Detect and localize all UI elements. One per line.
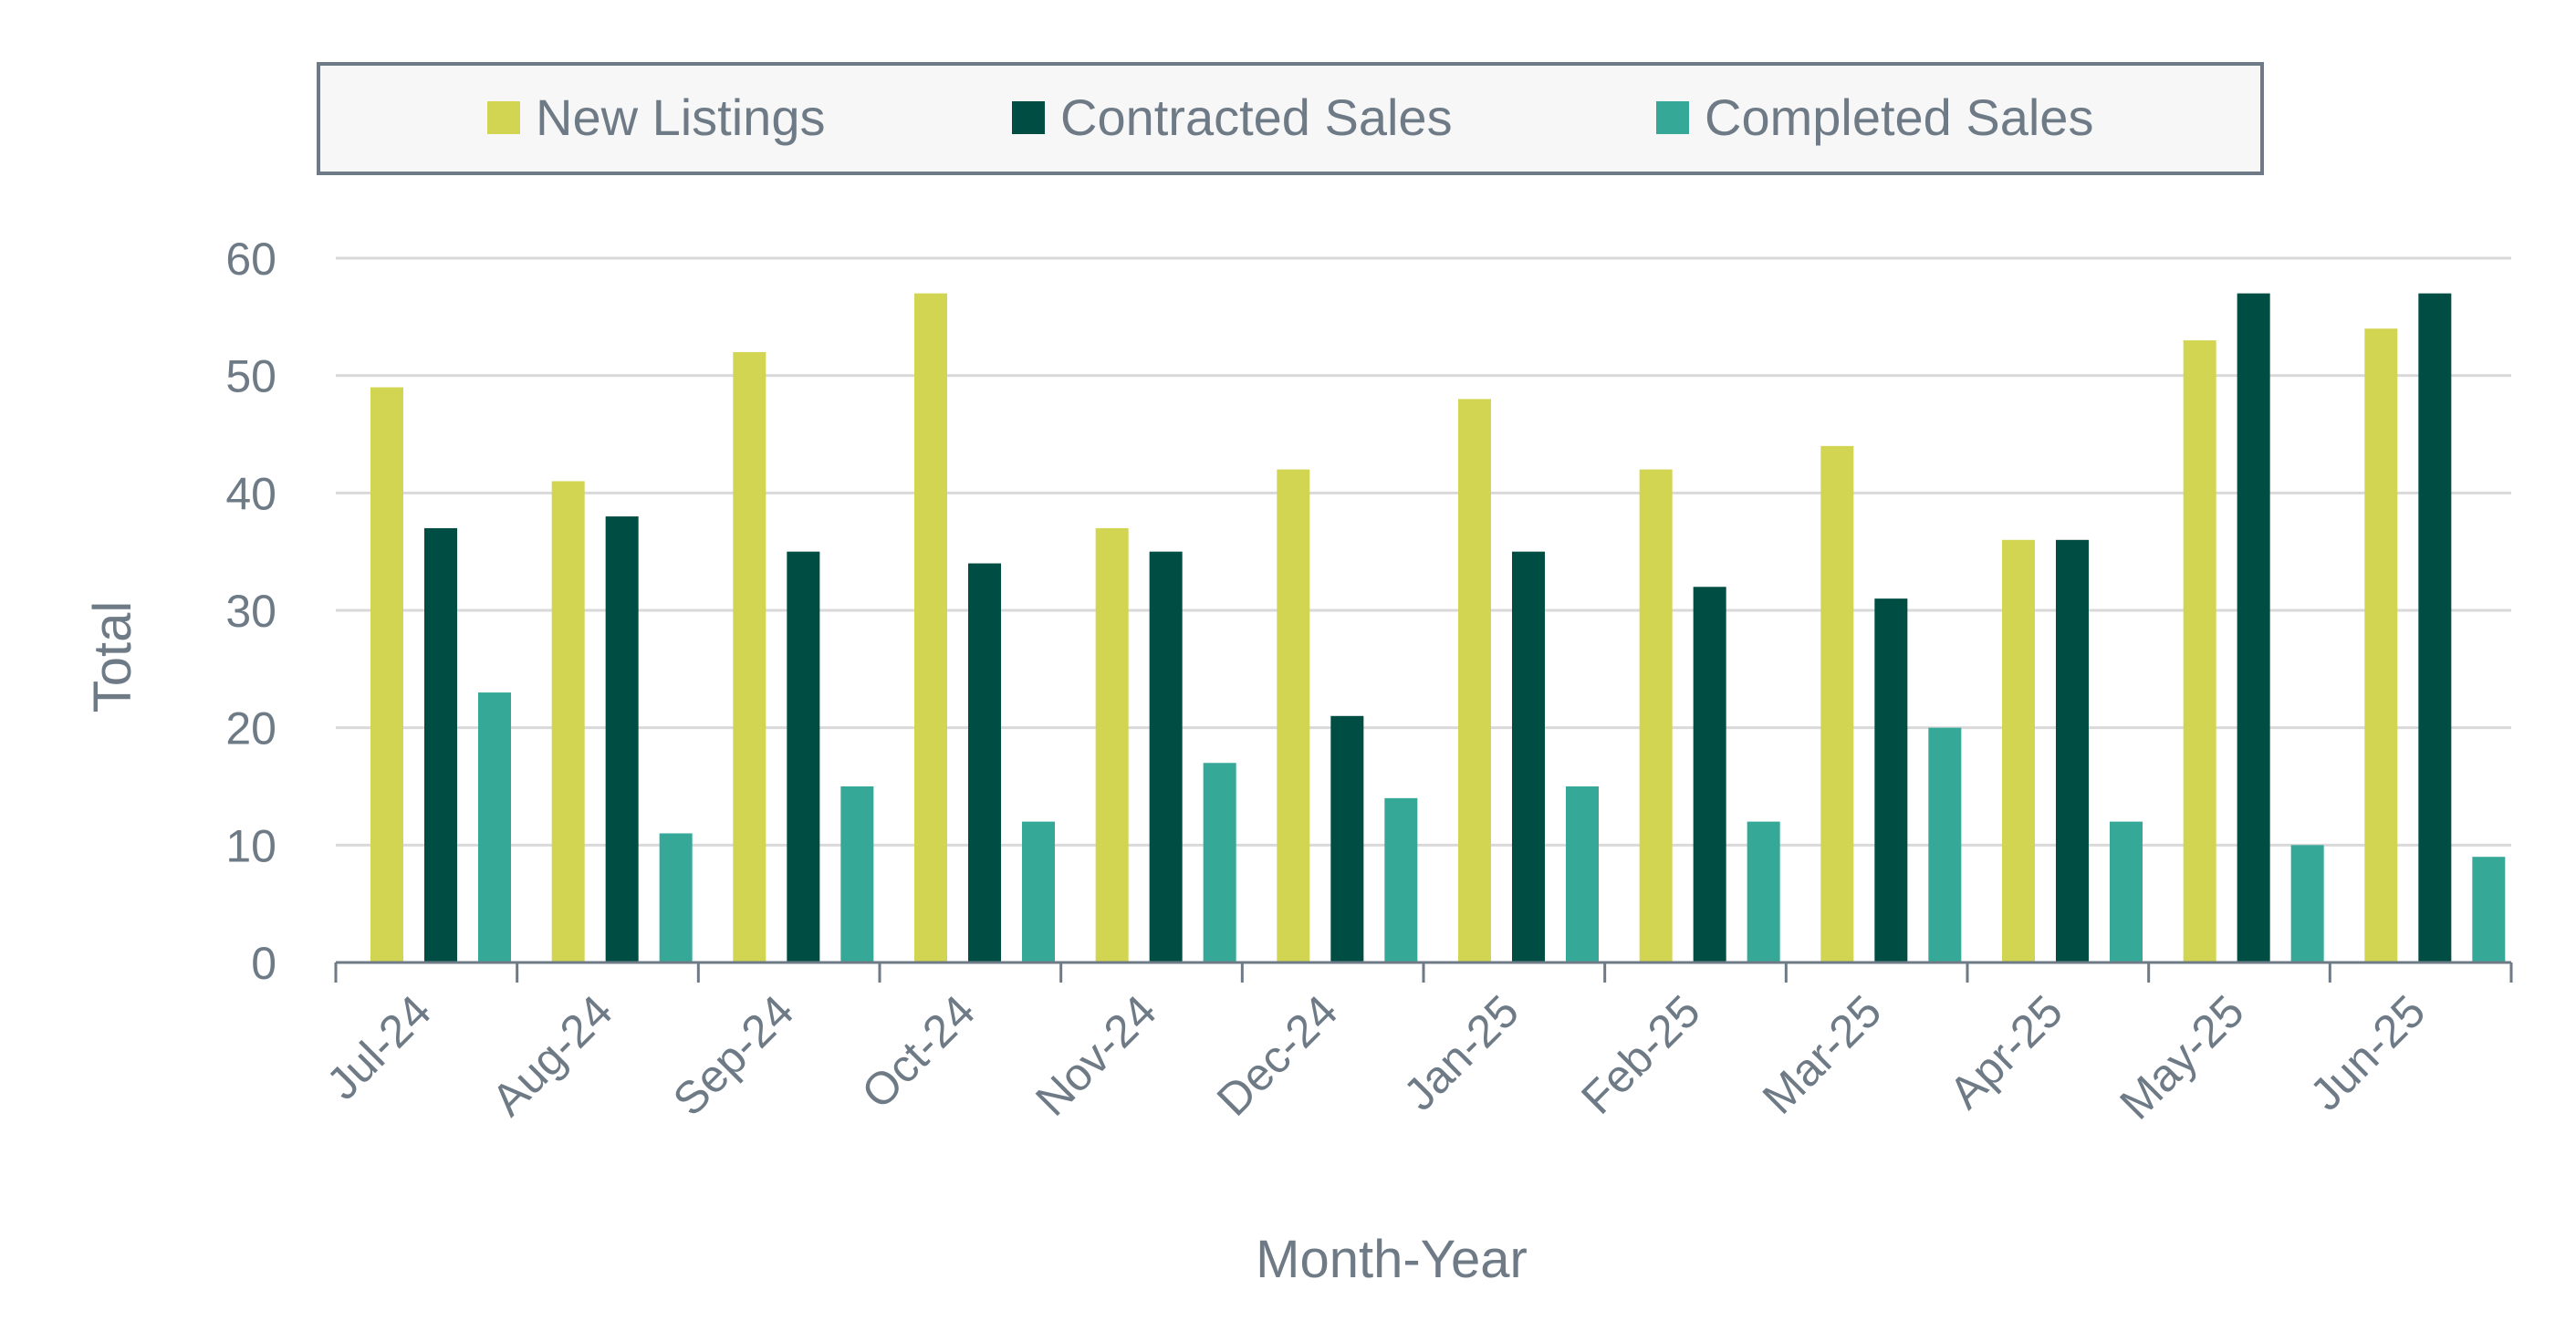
x-axis-title: Month-Year: [1256, 1230, 1528, 1289]
bar-completed-sales-aug-24: [659, 833, 693, 962]
x-tick-label: Dec-24: [1207, 985, 1348, 1126]
y-tick-label: 30: [225, 586, 276, 637]
y-tick-label: 60: [225, 234, 276, 285]
bar-contracted-sales-mar-25: [1874, 598, 1908, 962]
bar-contracted-sales-aug-24: [605, 516, 639, 962]
bar-contracted-sales-apr-25: [2056, 539, 2089, 962]
bar-contracted-sales-sep-24: [787, 551, 820, 962]
x-tick-label: Sep-24: [663, 985, 804, 1126]
legend: New Listings Contracted Sales Completed Sa…: [317, 62, 2264, 175]
legend-label: Contracted Sales: [1060, 88, 1453, 146]
legend-label: Completed Sales: [1705, 88, 2093, 146]
bar-contracted-sales-dec-24: [1330, 715, 1364, 962]
bar-contracted-sales-jul-24: [424, 527, 457, 962]
bar-new-listings-mar-25: [1820, 445, 1854, 962]
y-tick-label: 50: [225, 351, 276, 402]
legend-swatch: [1656, 101, 1689, 134]
x-tick-label: Feb-25: [1571, 985, 1710, 1124]
bar-new-listings-jun-25: [2364, 328, 2398, 962]
bar-new-listings-feb-25: [1639, 469, 1673, 962]
legend-swatch: [1012, 101, 1045, 134]
bar-completed-sales-mar-25: [1928, 727, 1962, 962]
bar-new-listings-jan-25: [1458, 399, 1491, 962]
x-tick-label: Nov-24: [1026, 985, 1166, 1126]
bar-contracted-sales-may-25: [2237, 293, 2270, 963]
bar-completed-sales-sep-24: [840, 786, 874, 962]
y-tick-label: 0: [251, 938, 276, 989]
bar-completed-sales-jan-25: [1566, 786, 1599, 962]
bar-completed-sales-nov-24: [1203, 763, 1236, 962]
bar-contracted-sales-jun-25: [2418, 293, 2452, 963]
bar-completed-sales-apr-25: [2110, 821, 2143, 962]
bar-new-listings-may-25: [2183, 340, 2216, 963]
x-tick-label: Apr-25: [1939, 985, 2072, 1118]
bar-completed-sales-may-25: [2290, 845, 2324, 962]
legend-box: [317, 62, 2264, 175]
x-tick-label: Aug-24: [482, 985, 622, 1126]
y-tick-label: 10: [225, 820, 276, 871]
bar-contracted-sales-oct-24: [968, 563, 1001, 962]
bar-contracted-sales-jan-25: [1512, 551, 1545, 962]
axes: [334, 961, 2513, 983]
x-tick-label: Mar-25: [1753, 985, 1892, 1124]
x-tick-label: Jul-24: [317, 985, 441, 1109]
bar-completed-sales-jul-24: [478, 692, 511, 962]
y-tick-label: 40: [225, 468, 276, 519]
bar-new-listings-oct-24: [914, 293, 947, 963]
bar-new-listings-dec-24: [1277, 469, 1310, 962]
legend-label: New Listings: [536, 88, 825, 146]
x-tick-label: May-25: [2110, 985, 2253, 1129]
bar-new-listings-sep-24: [733, 351, 767, 962]
bar-new-listings-jul-24: [370, 387, 403, 962]
legend-item-contracted-sales: Contracted Sales: [1012, 88, 1453, 146]
x-tick-labels: Jul-24 Aug-24 Sep-24 Oct-24 Nov-24 Dec-24 Jan-…: [317, 985, 2435, 1129]
legend-swatch: [487, 101, 520, 134]
y-tick-labels: 0 10 20 30 40 50 60: [225, 234, 276, 989]
legend-item-completed-sales: Completed Sales: [1656, 88, 2093, 146]
bar-completed-sales-dec-24: [1384, 797, 1418, 962]
legend-item-new-listings: New Listings: [487, 88, 825, 146]
x-tick-label: Jan-25: [1393, 985, 1528, 1120]
bar-new-listings-apr-25: [2002, 539, 2035, 962]
y-axis-title: Total: [83, 601, 142, 713]
gridlines: [336, 256, 2511, 847]
bar-new-listings-aug-24: [551, 481, 585, 962]
bar-completed-sales-jun-25: [2472, 857, 2506, 962]
x-tick-label: Jun-25: [2300, 985, 2435, 1120]
bar-contracted-sales-nov-24: [1149, 551, 1183, 962]
x-tick-label: Oct-24: [851, 985, 985, 1118]
bar-contracted-sales-feb-25: [1693, 587, 1726, 962]
y-tick-label: 20: [225, 703, 276, 754]
bar-completed-sales-oct-24: [1022, 821, 1055, 962]
bar-new-listings-nov-24: [1095, 527, 1129, 962]
bar-completed-sales-feb-25: [1747, 821, 1780, 962]
bars: [370, 293, 2506, 963]
